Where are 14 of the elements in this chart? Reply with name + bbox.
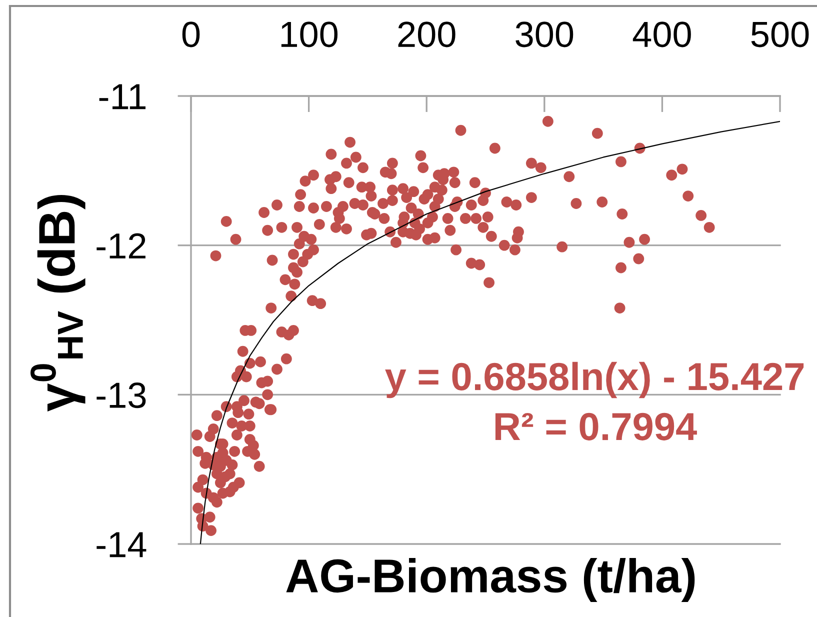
x-tick-label: 300: [516, 22, 574, 48]
x-tick-label: 100: [281, 22, 338, 48]
x-tick-label: 0: [182, 22, 200, 48]
annotation: y = 0.6858ln(x) - 15.427: [385, 362, 804, 398]
annotation: R² = 0.7994: [495, 412, 697, 440]
y-tick-label: -13: [96, 382, 146, 408]
y-tick-label: -12: [96, 233, 146, 258]
y-tick-label: -14: [96, 532, 146, 558]
x-tick-label: 500: [751, 22, 809, 48]
x-tick-label: 400: [632, 22, 691, 48]
y-tick-label: -11: [99, 84, 146, 110]
y-axis-title: γ$^{0}$$_{HV}$ (dB): [30, 195, 86, 412]
x-axis-title: AG-Biomass (t/ha): [286, 558, 695, 602]
x-tick-label: 200: [398, 22, 456, 48]
